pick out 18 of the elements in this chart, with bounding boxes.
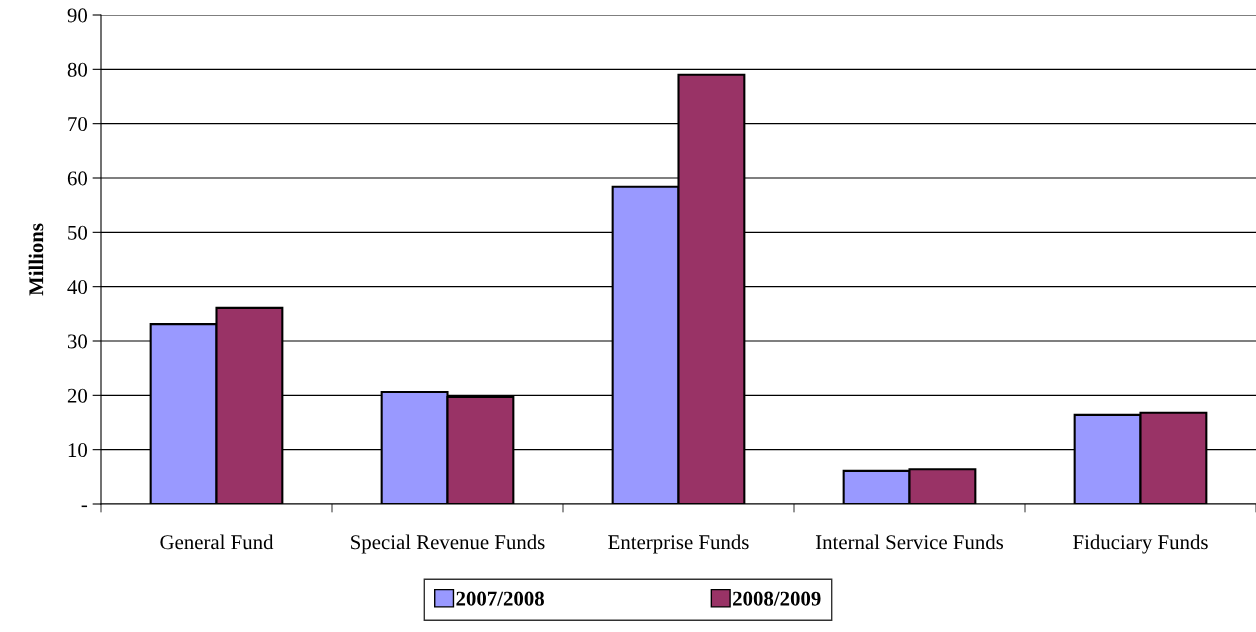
y-tick-label: 40	[67, 280, 88, 295]
legend-label: 2008/2009	[733, 591, 821, 606]
y-tick-label: 60	[67, 171, 88, 186]
x-tick-label: General Fund	[160, 534, 274, 550]
x-tick-label: Internal Service Funds	[815, 534, 1004, 550]
y-tick-label: 50	[68, 225, 88, 240]
x-tick-label: Fiduciary Funds	[1073, 534, 1208, 554]
x-tick-label: Special Revenue Funds	[351, 534, 545, 554]
y-tick-label: 20	[67, 388, 88, 403]
legend-label: 2007/2008	[456, 591, 544, 606]
y-tick-label: 90	[67, 8, 88, 23]
x-tick-label: Enterprise Funds	[608, 534, 749, 554]
y-tick-label: 10	[68, 443, 88, 458]
y-tick-label: 70	[68, 117, 88, 132]
y-axis-title: Millions	[28, 223, 44, 296]
y-tick-label: 30	[67, 334, 88, 349]
y-tick-label: -	[81, 505, 88, 508]
y-tick-label: 80	[67, 62, 88, 77]
